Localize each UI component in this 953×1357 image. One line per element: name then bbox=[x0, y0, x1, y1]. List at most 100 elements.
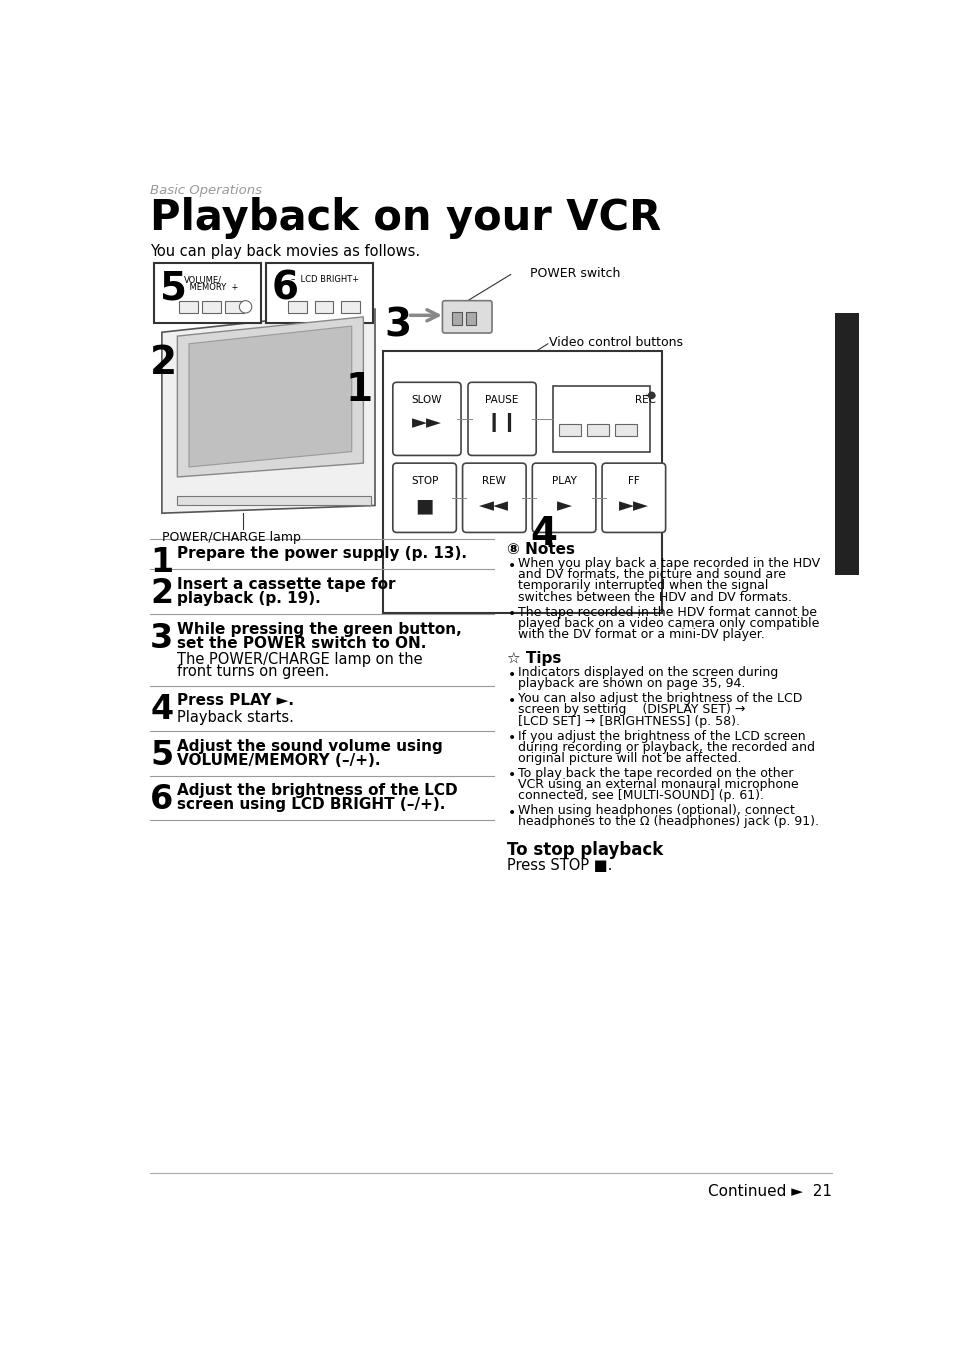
Text: with the DV format or a mini-DV player.: with the DV format or a mini-DV player. bbox=[517, 628, 763, 641]
Text: screen by setting    (DISPLAY SET) →: screen by setting (DISPLAY SET) → bbox=[517, 703, 744, 716]
Text: •: • bbox=[508, 559, 516, 573]
Text: REC: REC bbox=[634, 395, 655, 406]
Text: Basic Operations: Basic Operations bbox=[840, 388, 853, 501]
Circle shape bbox=[647, 392, 655, 399]
Text: screen using LCD BRIGHT (–/+).: screen using LCD BRIGHT (–/+). bbox=[176, 798, 444, 813]
Text: REW: REW bbox=[482, 476, 506, 486]
Text: 2: 2 bbox=[150, 343, 177, 381]
Text: POWER/CHARGE lamp: POWER/CHARGE lamp bbox=[162, 531, 300, 544]
Text: [LCD SET] → [BRIGHTNESS] (p. 58).: [LCD SET] → [BRIGHTNESS] (p. 58). bbox=[517, 715, 739, 727]
FancyBboxPatch shape bbox=[468, 383, 536, 456]
Text: playback are shown on page 35, 94.: playback are shown on page 35, 94. bbox=[517, 677, 744, 691]
Text: You can also adjust the brightness of the LCD: You can also adjust the brightness of th… bbox=[517, 692, 801, 706]
Text: To play back the tape recorded on the other: To play back the tape recorded on the ot… bbox=[517, 767, 792, 780]
Text: temporarily interrupted when the signal: temporarily interrupted when the signal bbox=[517, 579, 767, 593]
Text: SLOW: SLOW bbox=[412, 395, 441, 406]
Bar bbox=[835, 313, 858, 575]
Bar bbox=[452, 312, 461, 324]
Text: 4: 4 bbox=[150, 693, 173, 726]
Text: While pressing the green button,: While pressing the green button, bbox=[176, 622, 461, 636]
FancyBboxPatch shape bbox=[442, 301, 492, 332]
Text: switches between the HDV and DV formats.: switches between the HDV and DV formats. bbox=[517, 590, 791, 604]
Text: To stop playback: To stop playback bbox=[506, 841, 662, 859]
Text: ■: ■ bbox=[415, 497, 434, 516]
Text: 5: 5 bbox=[150, 738, 173, 772]
Bar bbox=[154, 263, 261, 323]
Text: ❙❙: ❙❙ bbox=[485, 413, 517, 432]
Text: 1: 1 bbox=[150, 547, 173, 579]
Text: •: • bbox=[508, 693, 516, 708]
Text: Continued ►  21: Continued ► 21 bbox=[707, 1183, 831, 1198]
Text: headphones to the Ω (headphones) jack (p. 91).: headphones to the Ω (headphones) jack (p… bbox=[517, 816, 818, 828]
Text: •: • bbox=[508, 768, 516, 783]
Bar bbox=[288, 301, 307, 313]
Text: FF: FF bbox=[627, 476, 639, 486]
Bar bbox=[553, 387, 649, 452]
Text: ►: ► bbox=[556, 497, 571, 516]
Text: Playback on your VCR: Playback on your VCR bbox=[150, 197, 660, 239]
Bar bbox=[558, 423, 580, 436]
Bar bbox=[466, 312, 476, 324]
FancyBboxPatch shape bbox=[462, 463, 525, 532]
Text: and DV formats, the picture and sound are: and DV formats, the picture and sound ar… bbox=[517, 569, 784, 581]
Text: 1: 1 bbox=[345, 370, 373, 408]
Text: 4: 4 bbox=[530, 514, 557, 552]
Text: When using headphones (optional), connect: When using headphones (optional), connec… bbox=[517, 805, 794, 817]
Text: ◄◄: ◄◄ bbox=[478, 497, 509, 516]
Text: •: • bbox=[508, 806, 516, 820]
Bar bbox=[225, 301, 244, 313]
Polygon shape bbox=[162, 309, 375, 513]
Text: 5: 5 bbox=[159, 269, 187, 307]
Bar bbox=[382, 351, 661, 613]
Text: Playback starts.: Playback starts. bbox=[176, 710, 294, 725]
Polygon shape bbox=[189, 326, 352, 467]
Text: –  MEMORY  +: – MEMORY + bbox=[179, 284, 238, 292]
Text: during recording or playback, the recorded and: during recording or playback, the record… bbox=[517, 741, 814, 753]
Text: ►►: ►► bbox=[412, 413, 441, 432]
Bar bbox=[340, 301, 359, 313]
FancyBboxPatch shape bbox=[393, 463, 456, 532]
Text: If you adjust the brightness of the LCD screen: If you adjust the brightness of the LCD … bbox=[517, 730, 804, 742]
Bar bbox=[179, 301, 197, 313]
Text: ☆ Tips: ☆ Tips bbox=[506, 650, 560, 666]
Text: Adjust the brightness of the LCD: Adjust the brightness of the LCD bbox=[176, 783, 456, 798]
Text: 2: 2 bbox=[150, 577, 173, 611]
Text: 6: 6 bbox=[272, 269, 298, 307]
Text: POWER switch: POWER switch bbox=[530, 267, 619, 280]
Text: When you play back a tape recorded in the HDV: When you play back a tape recorded in th… bbox=[517, 558, 819, 570]
Text: ⑧ Notes: ⑧ Notes bbox=[506, 541, 574, 556]
Text: VOLUME/MEMORY (–/+).: VOLUME/MEMORY (–/+). bbox=[176, 753, 379, 768]
Text: Indicators displayed on the screen during: Indicators displayed on the screen durin… bbox=[517, 666, 777, 678]
Text: connected, see [MULTI-SOUND] (p. 61).: connected, see [MULTI-SOUND] (p. 61). bbox=[517, 790, 762, 802]
Text: VCR using an external monaural microphone: VCR using an external monaural microphon… bbox=[517, 778, 798, 791]
FancyBboxPatch shape bbox=[532, 463, 596, 532]
Text: PLAY: PLAY bbox=[551, 476, 576, 486]
Text: played back on a video camera only compatible: played back on a video camera only compa… bbox=[517, 616, 818, 630]
Text: ►►: ►► bbox=[618, 497, 648, 516]
Text: Insert a cassette tape for: Insert a cassette tape for bbox=[176, 577, 395, 592]
Text: The POWER/CHARGE lamp on the: The POWER/CHARGE lamp on the bbox=[176, 651, 422, 666]
Text: original picture will not be affected.: original picture will not be affected. bbox=[517, 752, 740, 765]
Text: front turns on green.: front turns on green. bbox=[176, 664, 329, 678]
Text: 6: 6 bbox=[150, 783, 173, 817]
Text: –  LCD BRIGHT+: – LCD BRIGHT+ bbox=[291, 275, 359, 284]
FancyBboxPatch shape bbox=[393, 383, 460, 456]
Text: •: • bbox=[508, 668, 516, 681]
Text: VOLUME/: VOLUME/ bbox=[183, 275, 221, 284]
Bar bbox=[202, 301, 220, 313]
Circle shape bbox=[239, 301, 252, 313]
Text: 3: 3 bbox=[150, 622, 173, 655]
Text: You can play back movies as follows.: You can play back movies as follows. bbox=[150, 244, 420, 259]
Text: •: • bbox=[508, 731, 516, 745]
Bar bbox=[177, 497, 371, 506]
Text: 3: 3 bbox=[384, 307, 411, 345]
Text: set the POWER switch to ON.: set the POWER switch to ON. bbox=[176, 635, 426, 650]
Text: STOP: STOP bbox=[411, 476, 437, 486]
Text: playback (p. 19).: playback (p. 19). bbox=[176, 590, 320, 607]
Text: Press PLAY ►.: Press PLAY ►. bbox=[176, 693, 294, 708]
Bar bbox=[587, 423, 608, 436]
Bar bbox=[266, 263, 373, 323]
Text: Video control buttons: Video control buttons bbox=[549, 337, 682, 349]
Text: The tape recorded in the HDV format cannot be: The tape recorded in the HDV format cann… bbox=[517, 605, 816, 619]
Text: Basic Operations: Basic Operations bbox=[150, 185, 262, 197]
